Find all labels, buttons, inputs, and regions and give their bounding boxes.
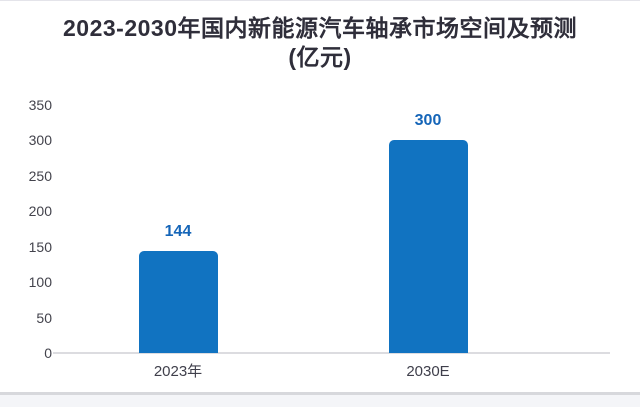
y-axis-tick-label: 150 (28, 238, 52, 255)
y-axis-tick-label: 0 (44, 345, 52, 361)
x-axis-category-label: 2030E (406, 363, 450, 380)
bottom-divider (0, 392, 640, 395)
y-axis-tick-label: 300 (28, 132, 52, 149)
bar-2030E (388, 140, 468, 353)
y-axis-tick-label: 50 (36, 309, 52, 326)
chart-title-line1: 2023-2030年国内新能源汽车轴承市场空间及预测 (63, 15, 577, 41)
bar-value-label: 300 (414, 112, 442, 130)
y-axis-tick-label: 100 (28, 274, 52, 291)
x-axis-line (53, 352, 610, 354)
chart-card (0, 0, 640, 393)
y-axis-tick-label: 350 (28, 97, 52, 113)
chart-title: 2023-2030年国内新能源汽车轴承市场空间及预测 (亿元) (0, 14, 640, 72)
bar-value-label: 144 (164, 222, 192, 240)
chart-title-line2: (亿元) (288, 44, 352, 70)
y-axis-tick-label: 200 (28, 203, 52, 220)
x-axis-category-label: 2023年 (153, 363, 203, 380)
y-axis-tick-label: 250 (28, 167, 52, 184)
footer-strip (0, 395, 640, 407)
bar-chart: 0 50 100 150 200 250 300 350 144 2023年 300 2030E (28, 97, 610, 380)
bar-2023年 (138, 250, 218, 353)
